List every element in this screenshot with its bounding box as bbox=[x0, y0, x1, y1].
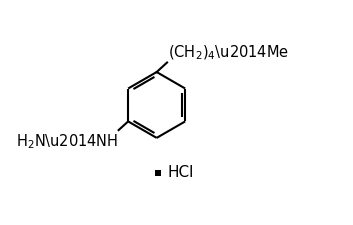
Text: (CH$_2$)$_4$\u2014Me: (CH$_2$)$_4$\u2014Me bbox=[168, 43, 289, 62]
Text: HCl: HCl bbox=[167, 165, 193, 180]
Text: H$_2$N\u2014NH: H$_2$N\u2014NH bbox=[16, 132, 118, 151]
